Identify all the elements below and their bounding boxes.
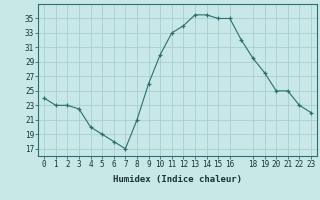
X-axis label: Humidex (Indice chaleur): Humidex (Indice chaleur): [113, 175, 242, 184]
